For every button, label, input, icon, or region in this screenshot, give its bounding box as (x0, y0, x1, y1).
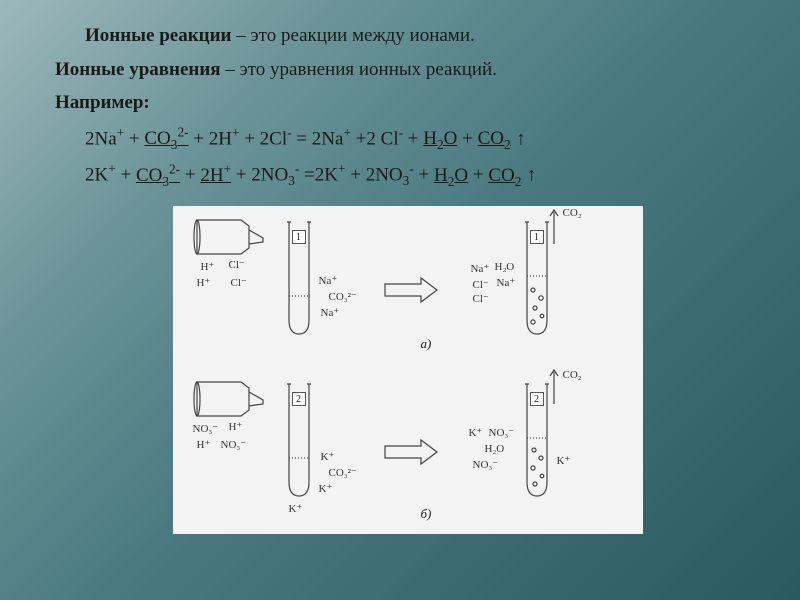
ion-label: H⁺ (197, 278, 211, 290)
ion-label: Na⁺ (319, 276, 338, 288)
ion-label: K⁺ (469, 428, 483, 440)
def-1: – это реакции между ионами. (231, 25, 474, 46)
ion-label: CO₃²⁻ (329, 468, 357, 480)
diagram-sublabel-a: a) (421, 336, 432, 352)
def-2: – это уравнения ионных реакций. (221, 59, 497, 80)
diagram-container: H⁺ Cl⁻ H⁺ Cl⁻ 1 Na⁺ CO₃²⁻ Na⁺ (55, 206, 760, 534)
ion-label: K⁺ (319, 484, 333, 496)
gas-label: CO₂ (563, 208, 582, 220)
ion-label: NO₃⁻ (489, 428, 515, 440)
equation-2: 2K+ + CO32- + 2H+ + 2NO3- =2K+ + 2NO3- +… (55, 159, 760, 192)
ion-label: CO₃²⁻ (329, 292, 357, 304)
ion-label: Na⁺ (321, 308, 340, 320)
ion-label: K⁺ (321, 452, 335, 464)
tube-number-badge: 1 (530, 230, 544, 244)
line-1: Ионные реакции – это реакции между ионам… (55, 22, 760, 50)
ion-label: Cl⁻ (231, 278, 247, 290)
ion-label: H₂O (495, 262, 515, 274)
ion-label: H₂O (485, 444, 505, 456)
gas-up-arrow-icon (549, 366, 559, 406)
ion-label: Cl⁻ (229, 260, 245, 272)
ion-label: Na⁺ (471, 264, 490, 276)
gas-arrow-icon: ↑ (511, 128, 526, 149)
term-1: Ионные реакции (85, 25, 231, 46)
ion-label: H⁺ (201, 262, 215, 274)
diagram-sublabel-b: б) (421, 506, 432, 522)
ion-label: H⁺ (197, 440, 211, 452)
gas-label: CO₂ (563, 370, 582, 382)
ion-label: K⁺ (557, 456, 571, 468)
ion-label: NO₃⁻ (473, 460, 499, 472)
gas-arrow-icon: ↑ (521, 165, 536, 186)
equation-1: 2Na+ + CO32- + 2H+ + 2Cl- = 2Na+ +2 Cl- … (55, 123, 760, 156)
arrow-right-icon (383, 438, 439, 466)
example-label: Например: (55, 92, 150, 113)
ion-label: NO₃⁻ (193, 424, 219, 436)
ion-label: Na⁺ (497, 278, 516, 290)
reaction-diagram: H⁺ Cl⁻ H⁺ Cl⁻ 1 Na⁺ CO₃²⁻ Na⁺ (173, 206, 643, 534)
gas-up-arrow-icon (549, 206, 559, 246)
tube-number-badge: 2 (292, 392, 306, 406)
ion-label: NO₃⁻ (221, 440, 247, 452)
ion-label: H⁺ (229, 422, 243, 434)
tube-number-badge: 2 (530, 392, 544, 406)
line-2: Ионные уравнения – это уравнения ионных … (55, 56, 760, 84)
ion-label: Cl⁻ (473, 280, 489, 292)
ion-label: Cl⁻ (473, 294, 489, 306)
line-3: Например: (55, 89, 760, 117)
ion-label: K⁺ (289, 504, 303, 516)
term-2: Ионные уравнения (55, 59, 221, 80)
arrow-right-icon (383, 276, 439, 304)
slide: Ионные реакции – это реакции между ионам… (0, 0, 800, 600)
tube-number-badge: 1 (292, 230, 306, 244)
